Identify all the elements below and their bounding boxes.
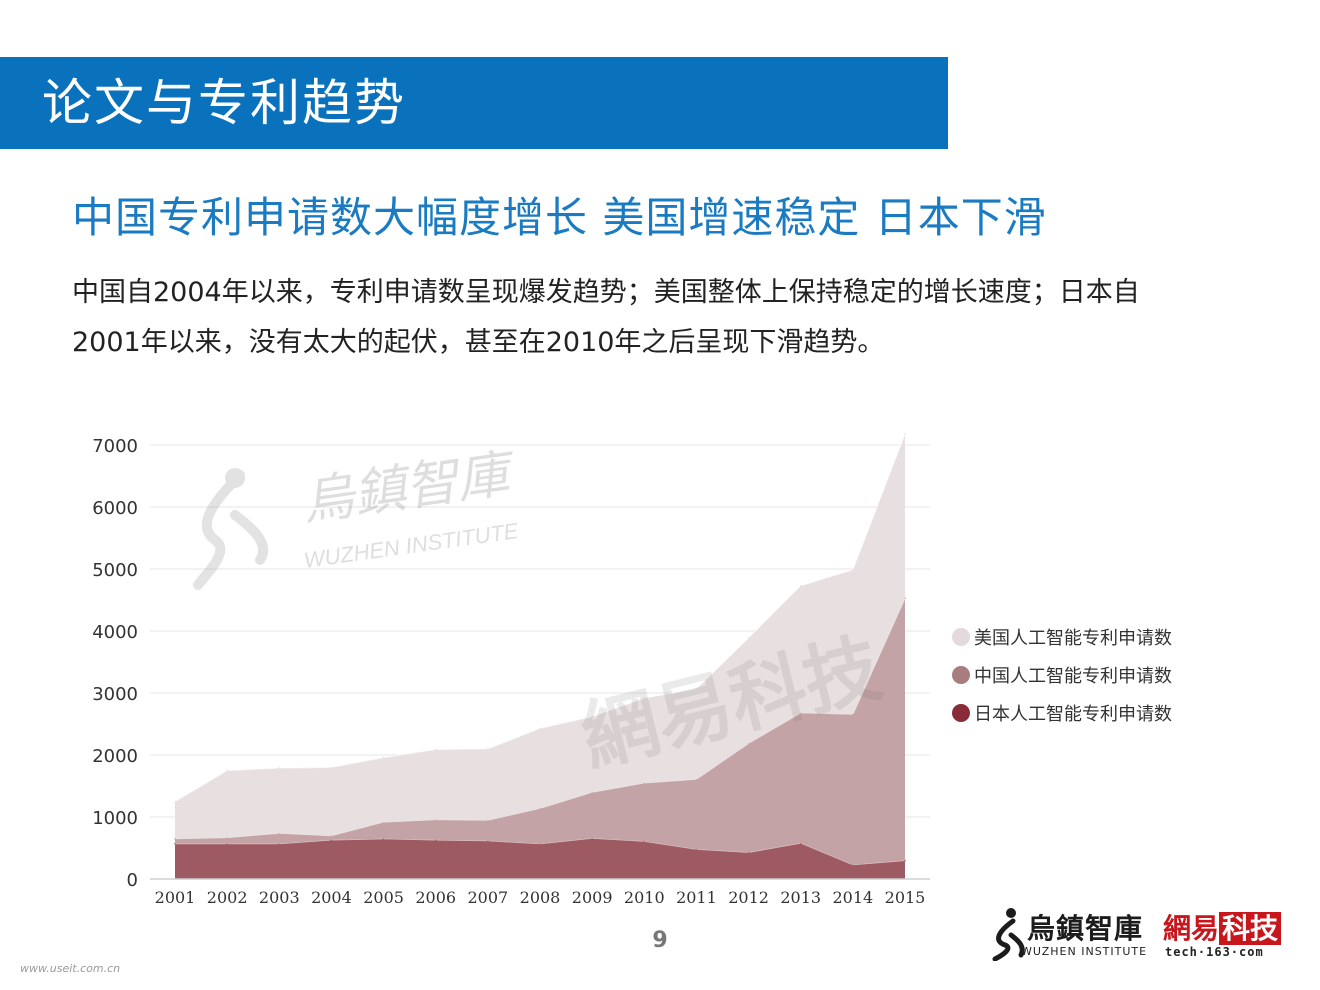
data-point-2-2005 <box>382 756 385 759</box>
wuzhen-logo-cn: 烏鎮智庫 <box>1027 912 1144 945</box>
data-point-2-2015 <box>904 433 906 435</box>
x-tick-label: 2015 <box>885 888 926 907</box>
data-point-2-2003 <box>278 767 281 769</box>
page-number: 9 <box>652 928 668 953</box>
area-series-2 <box>175 433 905 839</box>
data-point-2-2011 <box>695 687 698 690</box>
data-point-2-2014 <box>852 568 854 571</box>
netease-logo-cn: 網易 科技 <box>1163 907 1282 947</box>
y-tick-label: 3000 <box>92 684 138 705</box>
x-tick-label: 2013 <box>780 888 821 907</box>
slide-subtitle: 中国专利申请数大幅度增长 美国增速稳定 日本下滑 <box>72 193 1047 242</box>
y-tick-label: 4000 <box>92 622 138 643</box>
legend-item-china: 中国人工智能专利申请数 <box>952 656 1172 694</box>
chart-legend: 美国人工智能专利申请数 中国人工智能专利申请数 日本人工智能专利申请数 <box>952 618 1172 732</box>
legend-dot-usa <box>952 628 970 646</box>
netease-logo-cn-boxed: 科技 <box>1219 912 1282 945</box>
x-tick-label: 2011 <box>676 888 717 907</box>
x-tick-label: 2010 <box>624 888 665 907</box>
data-point-2-2008 <box>539 727 541 730</box>
legend-item-usa: 美国人工智能专利申请数 <box>952 618 1172 656</box>
x-tick-label: 2003 <box>259 888 300 907</box>
wuzhen-logo-en: WUZHEN INSTITUTE <box>1021 945 1148 958</box>
y-tick-label: 7000 <box>92 436 138 457</box>
wuzhen-watermark: 烏鎮智庫 WUZHEN INSTITUTE <box>193 443 521 590</box>
x-tick-label: 2012 <box>728 888 769 907</box>
wuzhen-watermark-figure-icon <box>193 470 269 590</box>
x-tick-label: 2008 <box>520 888 561 907</box>
description: 中国自2004年以来，专利申请数呈现爆发趋势；美国整体上保持稳定的增长速度；日本… <box>72 268 1262 368</box>
y-tick-label: 2000 <box>92 746 138 767</box>
wuzhen-watermark-cn: 烏鎮智庫 <box>298 443 520 532</box>
x-tick-label: 2006 <box>415 888 456 907</box>
x-tick-label: 2002 <box>207 888 248 907</box>
netease-tech-logo: 網易 科技 tech·163·com <box>1163 905 1298 963</box>
site-url: www.useit.com.cn <box>20 962 121 975</box>
wuzhen-logo: 烏鎮智庫 WUZHEN INSTITUTE <box>985 905 1153 963</box>
legend-label-japan: 日本人工智能专利申请数 <box>974 704 1172 725</box>
data-point-2-2006 <box>434 748 437 751</box>
data-point-2-2002 <box>226 769 228 772</box>
x-tick-label: 2005 <box>363 888 404 907</box>
data-point-2-2009 <box>591 715 593 718</box>
x-tick-label: 2004 <box>311 888 352 907</box>
x-tick-label: 2001 <box>155 888 196 907</box>
y-tick-label: 6000 <box>92 498 138 519</box>
netease-logo-en: tech·163·com <box>1165 945 1264 959</box>
data-point-2-2007 <box>487 748 489 750</box>
legend-item-japan: 日本人工智能专利申请数 <box>952 694 1172 732</box>
data-point-2-2001 <box>174 800 176 803</box>
x-tick-label: 2007 <box>467 888 508 907</box>
area-series-1 <box>175 598 905 865</box>
title-bar: 论文与专利趋势 <box>0 57 948 149</box>
chart-areas <box>174 433 906 879</box>
y-tick-label: 0 <box>127 870 138 891</box>
data-point-2-2010 <box>643 697 646 699</box>
legend-dot-china <box>952 666 970 684</box>
area-series-0 <box>175 838 905 879</box>
data-point-2-2004 <box>330 766 333 769</box>
wuzhen-logo-figure-icon <box>992 908 1025 961</box>
wuzhen-watermark-head-icon <box>225 468 245 488</box>
legend-label-china: 中国人工智能专利申请数 <box>974 666 1172 687</box>
chart-axes: 0 1000 2000 3000 4000 5000 6000 7000 2001 2002 200… <box>92 436 930 907</box>
x-tick-label: 2009 <box>572 888 613 907</box>
description-line-1: 中国自2004年以来，专利申请数呈现爆发趋势；美国整体上保持稳定的增长速度；日本… <box>72 277 1140 308</box>
y-tick-label: 1000 <box>92 808 138 829</box>
x-tick-label: 2014 <box>832 888 873 907</box>
legend-label-usa: 美国人工智能专利申请数 <box>974 628 1172 649</box>
slide-title: 论文与专利趋势 <box>42 74 406 132</box>
data-point-2-2013 <box>799 584 802 587</box>
legend-dot-japan <box>952 704 970 722</box>
data-point-2-2012 <box>747 637 750 639</box>
netease-logo-cn-main: 網易 <box>1163 912 1220 945</box>
y-tick-label: 5000 <box>92 560 138 581</box>
area-chart: 烏鎮智庫 WUZHEN INSTITUTE 網易科技 0100020003000… <box>92 433 930 907</box>
description-line-2: 2001年以来，没有太大的起伏，甚至在2010年之后呈现下滑趋势。 <box>72 327 885 358</box>
